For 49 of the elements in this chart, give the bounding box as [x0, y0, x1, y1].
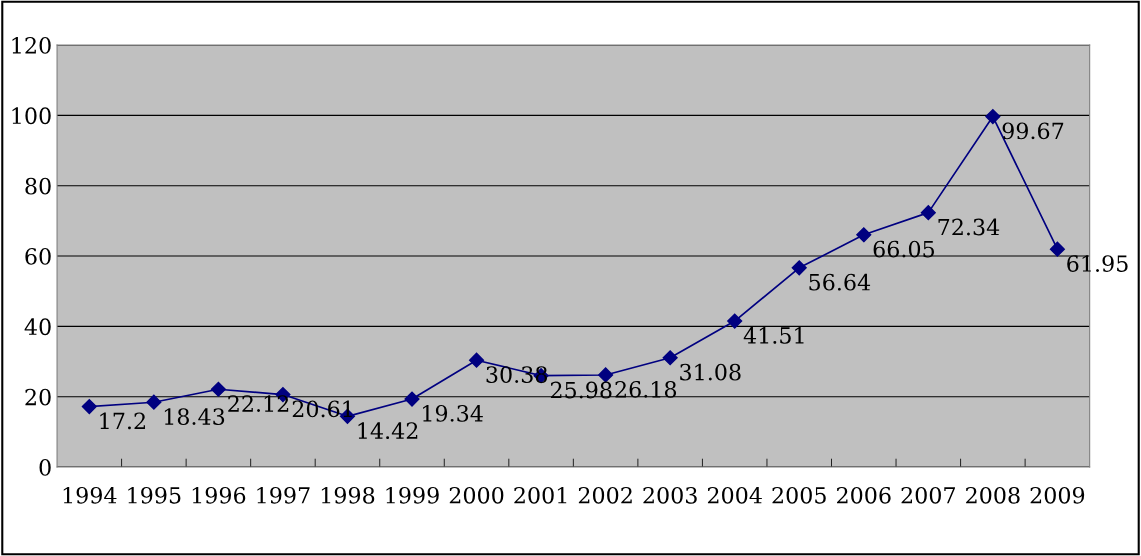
point: [146, 394, 162, 410]
data-label: 99.67: [1002, 122, 1064, 140]
y-tick-label: 40: [24, 318, 51, 336]
x-tick-label: 2001: [514, 486, 567, 504]
x-tick-label: 2008: [966, 486, 1020, 504]
data-label: 14.42: [358, 422, 418, 440]
x-tick-label: 2007: [901, 486, 955, 504]
x-tick-label: 1999: [386, 486, 439, 504]
point: [81, 398, 97, 415]
x-tick-label: 2006: [837, 486, 891, 504]
x-tick-label: 2000: [449, 486, 504, 504]
x-tick-label: 1995: [128, 486, 181, 504]
x-tick-label: 2002: [578, 486, 632, 504]
data-label: 17.2: [100, 412, 145, 430]
point: [1049, 241, 1065, 257]
y-tick-label: 60: [25, 247, 51, 265]
x-tick-label: 2009: [1030, 486, 1085, 504]
x-tick-label: 2003: [643, 486, 697, 504]
data-label: 56.64: [809, 273, 871, 291]
data-label: 19.34: [423, 404, 483, 422]
data-label: 72.34: [938, 218, 1000, 236]
data-label: 25.98: [550, 381, 612, 399]
point: [856, 227, 872, 243]
x-tick-label: 2005: [772, 486, 826, 504]
point: [404, 391, 420, 407]
point: [920, 205, 936, 221]
point: [985, 108, 1001, 125]
x-tick-label: 2004: [707, 486, 762, 504]
x-tick-label: 1997: [257, 486, 310, 504]
x-tick-label: 1994: [63, 486, 117, 504]
x-tick-label: 1998: [321, 486, 375, 504]
data-label: 22.12: [228, 395, 289, 413]
data-label: 26.18: [615, 380, 677, 398]
y-tick-label: 120: [12, 36, 51, 54]
y-tick-label: 20: [25, 388, 51, 406]
data-label: 41.51: [743, 327, 804, 344]
data-label: 31.08: [680, 363, 741, 381]
point: [662, 350, 678, 366]
data-label: 18.43: [164, 408, 225, 425]
y-tick-label: 100: [12, 107, 51, 125]
point: [468, 352, 485, 368]
y-tick-label: 80: [25, 177, 51, 195]
x-tick-label: 1996: [192, 486, 246, 504]
data-label: 61.95: [1067, 255, 1128, 272]
point: [727, 313, 743, 329]
point: [791, 260, 807, 276]
y-tick-label: 0: [39, 458, 51, 476]
data-label: 66.05: [873, 240, 935, 258]
point: [210, 381, 226, 397]
